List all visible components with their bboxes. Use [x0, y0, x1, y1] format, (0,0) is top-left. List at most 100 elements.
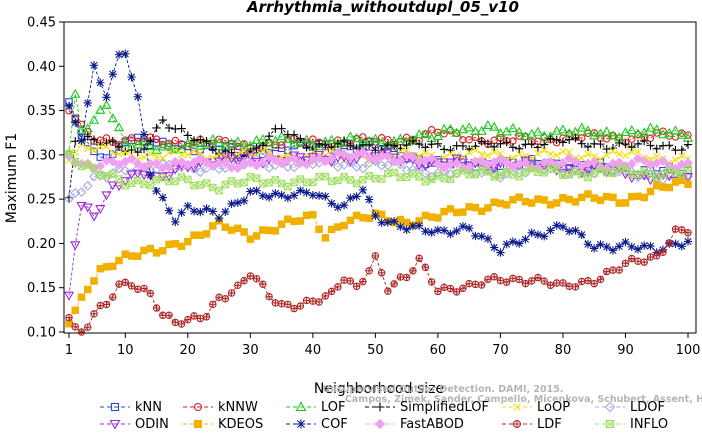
data-point-simplifiedlof — [571, 133, 580, 143]
data-point-fastabod — [101, 155, 112, 166]
data-point-fastabod — [270, 154, 281, 165]
data-point-kdeos — [152, 249, 161, 257]
data-point-fastabod — [426, 153, 437, 164]
data-point-cof — [214, 214, 224, 223]
data-point-ldof — [420, 168, 431, 179]
data-point-kdeos — [202, 230, 211, 238]
data-point-simplifiedlof — [508, 143, 518, 152]
legend-label-cof: COF — [321, 417, 348, 432]
data-point-cof — [496, 248, 505, 257]
data-point-kdeos — [571, 198, 580, 206]
data-point-lof — [664, 127, 675, 137]
data-point-ldof — [120, 165, 131, 176]
data-point-ldf — [134, 285, 142, 294]
data-point-lof — [207, 134, 218, 144]
data-point-ldf — [215, 293, 223, 302]
data-point-simplifiedlof — [558, 138, 568, 147]
data-point-loop — [215, 150, 223, 158]
data-point-lof — [595, 128, 606, 138]
data-point-simplifiedlof — [683, 140, 693, 149]
data-point-cof — [383, 218, 393, 227]
data-point-fastabod — [495, 153, 506, 164]
data-point-kdeos — [459, 208, 467, 216]
data-point-inflo — [71, 157, 80, 166]
data-point-ldf — [340, 276, 348, 284]
data-point-kdeos — [446, 205, 455, 213]
data-point-inflo — [646, 170, 655, 178]
data-point-kdeos — [546, 201, 555, 209]
data-point-ldf — [565, 282, 573, 291]
data-point-ldf — [446, 284, 455, 293]
data-point-loop — [171, 146, 179, 154]
data-point-fastabod — [614, 157, 625, 168]
data-point-kdeos — [246, 235, 255, 243]
data-point-kdeos — [171, 240, 180, 248]
data-point-kdeos — [109, 262, 117, 271]
data-point-cof — [446, 229, 455, 239]
data-point-cof — [327, 199, 336, 208]
chart-title: Arrhythmia_withoutdupl_05_v10 — [246, 0, 519, 16]
data-point-cof — [239, 196, 249, 206]
data-point-inflo — [515, 173, 523, 181]
data-point-kdeos — [315, 225, 323, 234]
data-point-kdeos — [671, 178, 680, 186]
data-point-lof — [188, 137, 200, 147]
data-point-lof — [432, 130, 444, 141]
data-point-fastabod — [339, 149, 350, 160]
data-point-kdeos — [115, 256, 123, 265]
legend-item-knn: kNN — [100, 400, 162, 415]
data-point-inflo — [227, 177, 236, 185]
data-point-kdeos — [277, 220, 286, 228]
data-point-kdeos — [196, 231, 205, 240]
data-point-cof — [571, 226, 580, 235]
data-point-fastabod — [232, 163, 243, 174]
data-point-kdeos — [452, 208, 461, 217]
watermark-line-1: Unsupervised Outlier Detection. DAMI, 20… — [323, 384, 564, 395]
data-point-loop — [678, 152, 686, 160]
data-point-inflo — [277, 179, 286, 188]
data-point-lof — [576, 122, 587, 132]
data-point-cof — [408, 221, 418, 231]
data-point-lof — [282, 133, 293, 144]
data-point-cof — [577, 230, 586, 239]
data-point-ldf — [352, 282, 361, 291]
data-point-loop — [534, 150, 542, 158]
data-point-lof — [582, 125, 594, 135]
data-point-ldf — [459, 284, 467, 293]
data-point-simplifiedlof — [565, 135, 574, 144]
data-point-simplifiedlof — [296, 134, 305, 144]
data-point-inflo — [177, 173, 186, 181]
data-point-lof — [101, 99, 112, 109]
data-point-kdeos — [302, 211, 311, 220]
data-point-ldf — [659, 248, 667, 256]
data-point-kdeos — [534, 195, 542, 203]
data-point-lof — [76, 124, 87, 134]
legend-label-ldf: LDF — [537, 417, 562, 432]
data-point-loop — [152, 152, 161, 161]
data-point-ldf — [421, 263, 430, 272]
data-point-ldf — [465, 279, 473, 288]
data-point-cof — [533, 230, 543, 239]
data-point-cof — [396, 222, 405, 231]
data-point-inflo — [202, 179, 211, 187]
data-point-knnw — [277, 141, 286, 149]
data-point-odin — [88, 212, 100, 222]
data-point-loop — [590, 152, 598, 160]
data-point-kdeos — [646, 187, 655, 196]
data-point-ldf — [434, 287, 442, 296]
data-point-fastabod — [126, 153, 137, 164]
data-point-simplifiedlof — [258, 141, 268, 150]
data-point-inflo — [509, 170, 517, 179]
x-tick-label: 50 — [367, 343, 384, 358]
data-point-lof — [482, 119, 494, 130]
data-point-cof — [208, 207, 218, 216]
data-point-loop — [496, 150, 505, 158]
data-point-lof — [176, 143, 187, 154]
data-point-ldf — [246, 272, 255, 280]
data-point-cof — [671, 239, 680, 248]
x-tick-label: 100 — [676, 343, 701, 358]
data-point-kdeos — [590, 194, 598, 202]
data-point-cof — [364, 195, 374, 204]
data-point-simplifiedlof — [665, 141, 674, 150]
data-point-cof — [202, 204, 211, 213]
